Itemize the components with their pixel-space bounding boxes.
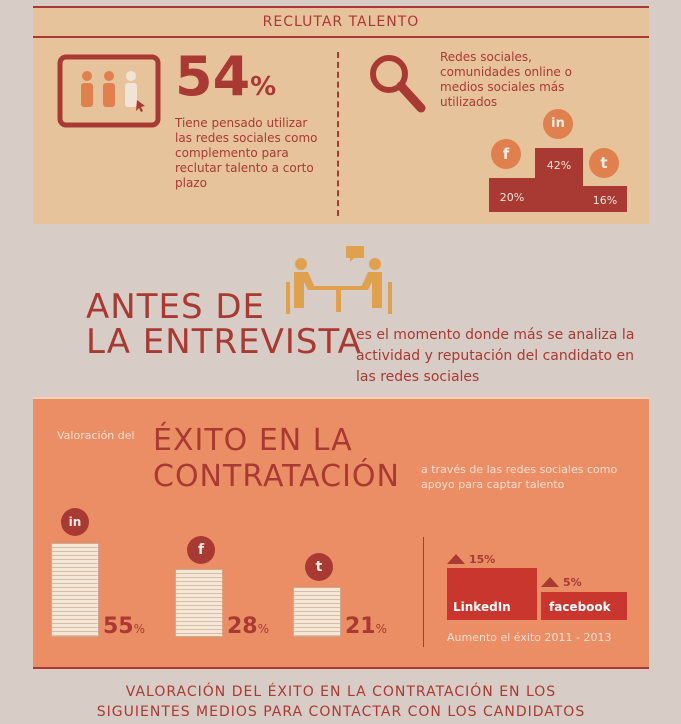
exito-title: ÉXITO EN LA CONTRATACIÓN <box>153 423 400 494</box>
stack-linkedin <box>51 543 99 637</box>
section-divider <box>337 52 339 216</box>
growth-facebook-value: 5% <box>563 576 582 589</box>
title-rule <box>33 36 649 38</box>
linkedin-icon: in <box>543 109 573 139</box>
interview-icon <box>286 246 392 314</box>
stack-linkedin-value: 55% <box>103 614 146 639</box>
growth-linkedin-label: LinkedIn <box>453 600 511 614</box>
exito-prefix: Valoración del <box>57 429 135 442</box>
reclutar-title: RECLUTAR TALENTO <box>262 14 420 30</box>
growth-caption: Aumento el éxito 2011 - 2013 <box>447 631 612 644</box>
antes-title: ANTES DE LA ENTREVISTA <box>86 287 362 362</box>
magnifier-icon <box>370 55 426 113</box>
top-rule <box>33 6 649 8</box>
recruit-description: Tiene pensado utilizar las redes sociale… <box>175 116 318 190</box>
podium-linkedin: 42% <box>535 148 583 212</box>
growth-linkedin-bar: LinkedIn <box>447 568 537 620</box>
exito-subtitle: a través de las redes sociales como apoy… <box>421 463 618 491</box>
stack-twitter-value: 21% <box>345 614 388 639</box>
facebook-icon: f <box>187 536 215 564</box>
up-arrow-icon <box>447 554 465 564</box>
tablet-people-icon <box>57 54 161 128</box>
facebook-icon: f <box>491 139 521 169</box>
stack-facebook <box>175 569 223 637</box>
stack-facebook-value: 28% <box>227 614 270 639</box>
networks-label: Redes sociales, comunidades online o med… <box>440 50 572 109</box>
podium-twitter: 16% <box>583 186 627 212</box>
up-arrow-icon <box>541 577 559 587</box>
twitter-icon: t <box>305 553 333 581</box>
growth-linkedin-value: 15% <box>469 553 496 566</box>
growth-facebook-bar: facebook <box>541 592 627 620</box>
exito-section: Valoración del ÉXITO EN LA CONTRATACIÓN a… <box>33 397 649 669</box>
growth-divider <box>423 537 424 647</box>
stack-twitter <box>293 587 341 637</box>
recruit-stat: 54% <box>175 45 277 108</box>
linkedin-icon: in <box>61 508 89 536</box>
podium-facebook: 20% <box>489 178 535 212</box>
exito-top-rule <box>33 397 649 399</box>
growth-facebook-label: facebook <box>549 600 611 614</box>
antes-description: es el momento donde más se analiza la ac… <box>356 327 635 385</box>
twitter-icon: t <box>589 148 619 178</box>
exito-bottom-rule <box>33 667 649 669</box>
bottom-title: VALORACIÓN DEL ÉXITO EN LA CONTRATACIÓN … <box>96 684 586 720</box>
reclutar-section: RECLUTAR TALENTO 54% Tiene pensado utili… <box>33 6 649 224</box>
